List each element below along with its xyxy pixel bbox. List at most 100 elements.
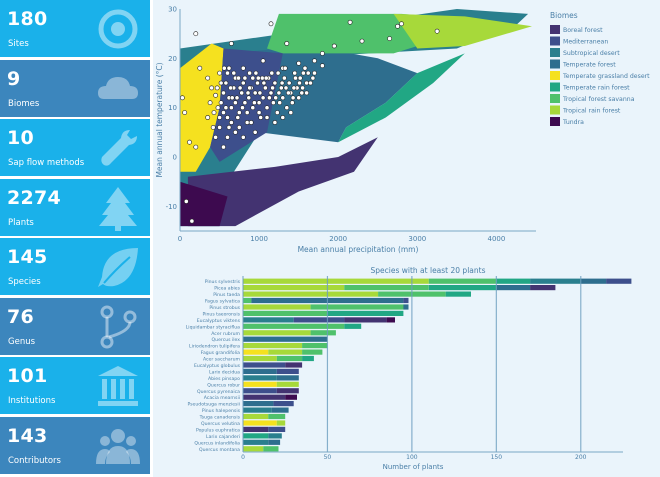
bar-segment — [243, 355, 277, 362]
site-point — [312, 70, 317, 76]
site-point — [434, 28, 440, 34]
site-point — [209, 85, 214, 91]
x-tick-label: 1000 — [250, 235, 268, 243]
site-point — [282, 65, 288, 71]
site-point — [264, 105, 270, 111]
site-point — [247, 85, 252, 91]
site-point — [205, 115, 211, 120]
bar-segment — [243, 394, 286, 400]
site-point — [236, 110, 242, 115]
site-point — [244, 120, 250, 125]
bar-segment — [428, 285, 497, 291]
site-point — [250, 75, 256, 81]
site-point — [221, 65, 227, 71]
site-point — [255, 80, 260, 86]
site-point — [223, 105, 229, 111]
site-point — [207, 100, 213, 106]
stat-tile-sites: 180 Sites — [0, 0, 150, 57]
site-point — [296, 60, 302, 66]
stat-tile-genus: 76 Genus — [0, 297, 150, 355]
site-point — [217, 115, 222, 120]
site-point — [234, 95, 240, 101]
y-tick-label: -10 — [166, 203, 177, 211]
site-point — [300, 85, 305, 91]
x-tick-label: 100 — [406, 454, 418, 461]
bar-segment — [302, 343, 328, 349]
legend-label: Temperate rain forest — [562, 85, 630, 92]
legend-label: Subtropical desert — [563, 50, 620, 57]
site-point — [312, 58, 317, 64]
bar-chart-title: Species with at least 20 plants — [371, 266, 486, 275]
site-point — [270, 85, 275, 91]
cloud-icon — [98, 76, 138, 99]
bar-segment — [276, 375, 299, 381]
stat-value: 9 — [7, 67, 21, 90]
site-point — [292, 70, 298, 76]
bar-segment — [327, 310, 404, 316]
bar-segment — [243, 310, 328, 316]
site-point — [308, 80, 313, 86]
biome-tundra — [180, 181, 228, 227]
site-point — [217, 125, 222, 130]
stat-label: Sites — [8, 39, 29, 49]
bar-segment — [243, 446, 264, 452]
site-point — [271, 100, 276, 106]
stat-tile-plants: 2274 Plants — [0, 178, 150, 236]
site-point — [319, 63, 325, 69]
species-label: Quercus montana — [199, 447, 240, 453]
bar-segment — [344, 317, 387, 323]
bar-segment — [268, 349, 303, 355]
site-point — [229, 105, 234, 111]
site-point — [304, 90, 309, 96]
y-tick-label: 20 — [168, 55, 177, 63]
stats-sidebar: 180 Sites 9 Biomes 10 Sap flow methods 2274 Pla… — [0, 0, 152, 477]
legend-swatch — [550, 59, 560, 69]
site-point — [229, 120, 234, 125]
x-tick-label: 150 — [491, 454, 503, 461]
species-label: Eucalyptus globulus — [194, 363, 241, 369]
site-point — [226, 125, 232, 130]
biome-tropical-rain-forest — [393, 13, 532, 49]
site-point — [239, 90, 245, 96]
site-point — [242, 100, 248, 106]
legend-title: Biomes — [550, 11, 578, 20]
stat-label: Contributors — [8, 455, 61, 466]
site-point — [245, 90, 251, 96]
stat-value: 2274 — [7, 186, 62, 209]
bar-segment — [403, 297, 409, 304]
x-tick-label: 4000 — [488, 235, 506, 243]
stat-value: 145 — [7, 246, 48, 268]
site-point — [268, 21, 274, 27]
stat-label: Plants — [8, 217, 34, 228]
wrench-icon — [101, 130, 137, 166]
species-label: Pinus taeoronsis — [203, 311, 241, 317]
bar-segment — [344, 323, 362, 329]
bar-segment — [243, 401, 274, 407]
site-point — [225, 134, 230, 140]
site-point — [288, 110, 294, 115]
legend-swatch — [550, 94, 560, 103]
species-label: Liquidambar styraciflua — [186, 324, 240, 330]
site-point — [229, 41, 234, 46]
bar-segment — [276, 381, 299, 387]
site-point — [277, 100, 283, 106]
bar-segment — [268, 426, 286, 432]
bar-segment — [243, 285, 345, 291]
species-label: Eucalyptus viktens — [197, 318, 241, 324]
site-point — [193, 31, 199, 37]
site-point — [302, 65, 308, 71]
bar-segment — [268, 433, 282, 439]
site-point — [293, 75, 298, 81]
climate-scatter-chart: 0 1000 2000 3000 4000 -10 0 10 20 30 Mean annual p… — [155, 6, 650, 255]
site-point — [225, 70, 230, 76]
legend-swatch — [550, 105, 560, 115]
species-label: Pseudotsuga menziesii — [187, 402, 240, 408]
site-point — [215, 105, 221, 111]
site-point — [289, 100, 295, 106]
species-label: Pinus strobus — [209, 305, 240, 311]
y-tick-label: 0 — [173, 154, 177, 162]
bar-segment — [243, 407, 272, 413]
bar-segment — [276, 368, 299, 374]
site-point — [283, 85, 289, 91]
biome-temperate-rain-forest — [338, 53, 465, 143]
